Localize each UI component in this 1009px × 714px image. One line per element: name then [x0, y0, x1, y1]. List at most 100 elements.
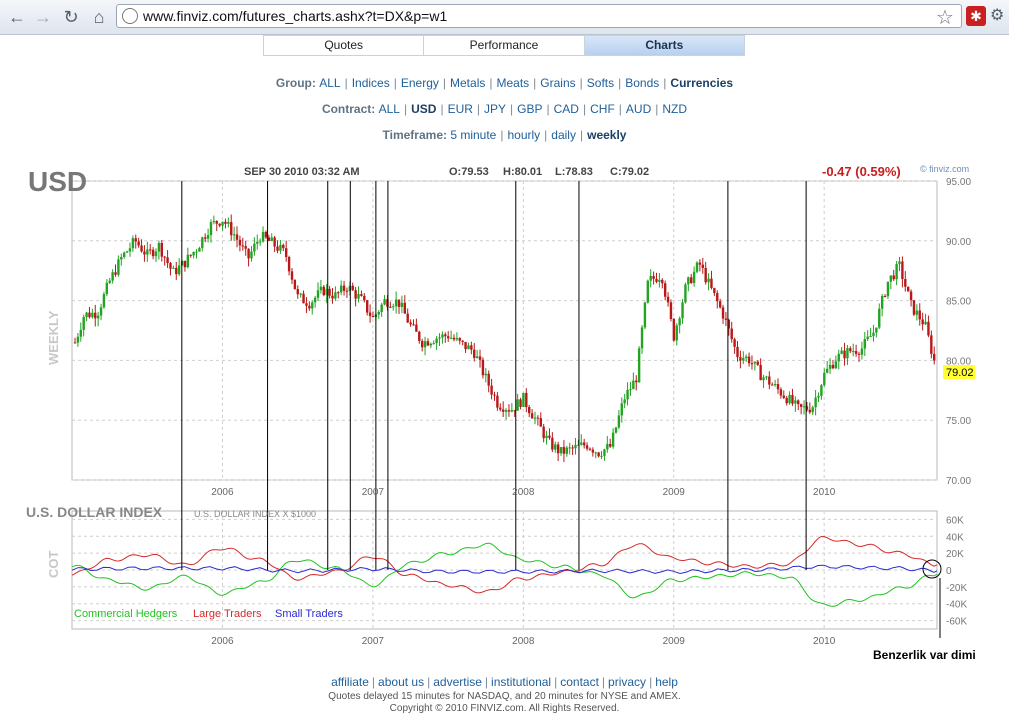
- candle-body: [551, 437, 554, 450]
- candle-body: [354, 290, 357, 299]
- candle-body: [412, 324, 415, 326]
- candle-body: [146, 249, 149, 255]
- back-icon[interactable]: ←: [8, 7, 26, 27]
- candle-body: [635, 380, 638, 383]
- contract-option-chf[interactable]: CHF: [590, 102, 615, 116]
- candle-body: [337, 292, 340, 294]
- extension-icon[interactable]: ✱: [966, 6, 986, 26]
- contract-option-cad[interactable]: CAD: [553, 102, 579, 116]
- wrench-icon[interactable]: ⚙: [990, 7, 1005, 24]
- candle-body: [878, 308, 881, 328]
- candle-body: [577, 444, 580, 446]
- globe-icon: [122, 8, 138, 24]
- candle-body: [562, 447, 566, 454]
- timeframe-option-hourly[interactable]: hourly: [507, 128, 541, 142]
- candle-body: [206, 235, 210, 239]
- candle-body: [293, 279, 297, 290]
- contract-option-gbp[interactable]: GBP: [517, 102, 543, 116]
- tab-quotes[interactable]: Quotes: [264, 36, 425, 55]
- candle-body: [227, 222, 230, 224]
- candle-body: [215, 220, 218, 224]
- candle-body: [519, 399, 522, 407]
- price-year-label: 2010: [813, 487, 836, 498]
- candle-body: [296, 289, 299, 295]
- footer-link-institutional[interactable]: institutional: [491, 675, 552, 689]
- group-option-energy[interactable]: Energy: [400, 76, 439, 90]
- candle-body: [710, 278, 713, 288]
- candle-body: [846, 348, 849, 359]
- candle-body: [111, 272, 114, 281]
- price-year-label: 2007: [362, 487, 385, 498]
- bookmark-star-icon[interactable]: ☆: [936, 7, 954, 29]
- candle-body: [114, 272, 117, 275]
- home-icon[interactable]: ⌂: [93, 7, 105, 27]
- tab-charts[interactable]: Charts: [584, 36, 744, 55]
- group-option-softs[interactable]: Softs: [586, 76, 615, 90]
- candle-body: [614, 427, 618, 433]
- candle-body: [444, 334, 447, 337]
- candle-body: [157, 243, 161, 252]
- contract-option-nzd[interactable]: NZD: [662, 102, 688, 116]
- contract-option-jpy[interactable]: JPY: [484, 102, 507, 116]
- candle-body: [721, 307, 725, 319]
- group-option-grains[interactable]: Grains: [540, 76, 576, 90]
- candle-body: [687, 277, 690, 285]
- cot-tick-label: 60K: [946, 515, 964, 526]
- group-option-meats[interactable]: Meats: [496, 76, 530, 90]
- candle-body: [857, 353, 861, 355]
- candle-body: [692, 271, 696, 283]
- footer-link-privacy[interactable]: privacy: [608, 675, 647, 689]
- group-option-bonds[interactable]: Bonds: [625, 76, 660, 90]
- candle-body: [736, 346, 739, 358]
- group-option-indices[interactable]: Indices: [351, 76, 390, 90]
- footer-link-contact[interactable]: contact: [560, 675, 599, 689]
- reload-icon[interactable]: ↻: [63, 7, 79, 27]
- candle-body: [160, 243, 163, 257]
- cot-line-small-traders: [71, 564, 938, 575]
- forward-icon[interactable]: →: [34, 7, 52, 27]
- candle-body: [747, 356, 751, 364]
- candle-body: [244, 246, 247, 249]
- candle-body: [840, 350, 843, 354]
- candle-body: [820, 385, 823, 396]
- candle-body: [528, 407, 531, 414]
- footer-link-affiliate[interactable]: affiliate: [331, 675, 369, 689]
- group-option-metals[interactable]: Metals: [450, 76, 486, 90]
- group-option-all[interactable]: ALL: [319, 76, 341, 90]
- price-panel-frame: [71, 180, 938, 481]
- candle-body: [568, 447, 571, 449]
- candle-body: [869, 336, 872, 338]
- tab-performance[interactable]: Performance: [424, 36, 585, 55]
- timeframe-option-weekly[interactable]: weekly: [587, 128, 627, 142]
- address-bar[interactable]: www.finviz.com/futures_charts.ashx?t=DX&…: [116, 4, 962, 28]
- contract-option-eur[interactable]: EUR: [447, 102, 473, 116]
- timeframe-option-daily[interactable]: daily: [551, 128, 576, 142]
- candle-body: [122, 252, 126, 258]
- contract-option-all[interactable]: ALL: [378, 102, 400, 116]
- candle-body: [232, 234, 236, 236]
- candle-body: [478, 356, 482, 360]
- cot-year-label: 2007: [362, 636, 385, 647]
- candle-body: [368, 312, 372, 316]
- separator: |: [344, 76, 348, 90]
- candle-body: [313, 297, 317, 303]
- candle-body: [930, 335, 933, 354]
- cot-year-label: 2009: [663, 636, 686, 647]
- candle-body: [791, 394, 794, 404]
- footer-link-advertise[interactable]: advertise: [433, 675, 482, 689]
- group-option-currencies[interactable]: Currencies: [670, 76, 734, 90]
- address-text[interactable]: www.finviz.com/futures_charts.ashx?t=DX&…: [143, 8, 448, 24]
- candle-body: [392, 306, 395, 308]
- candle-body: [623, 399, 626, 404]
- timeframe-option-5-minute[interactable]: 5 minute: [450, 128, 497, 142]
- candle-body: [96, 315, 100, 319]
- candle-body: [198, 248, 201, 252]
- candle-body: [698, 262, 702, 265]
- contract-option-usd[interactable]: USD: [411, 102, 437, 116]
- candle-body: [85, 312, 88, 318]
- candle-body: [652, 275, 655, 279]
- footer-link-help[interactable]: help: [655, 675, 678, 689]
- footer-link-about-us[interactable]: about us: [378, 675, 425, 689]
- candle-body: [397, 299, 401, 307]
- contract-option-aud[interactable]: AUD: [625, 102, 652, 116]
